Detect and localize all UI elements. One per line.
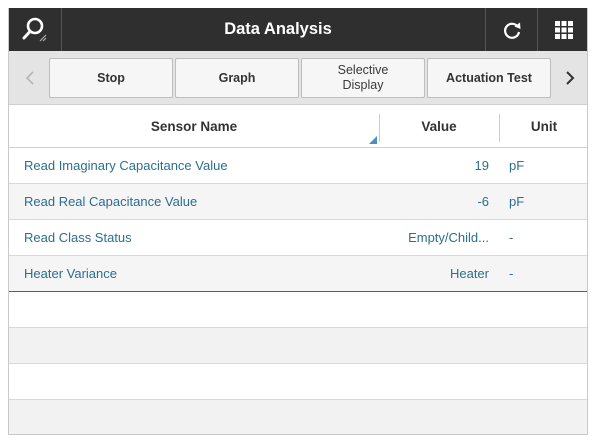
sensor-value: -6 (477, 194, 489, 209)
page-title: Data Analysis (224, 20, 332, 38)
empty-row (9, 400, 587, 434)
sensor-name: Read Class Status (24, 230, 132, 245)
sensor-name: Read Imaginary Capacitance Value (24, 158, 228, 173)
table-header: Sensor Name Value Unit (9, 106, 587, 148)
table-row[interactable]: Heater Variance Heater - (9, 256, 587, 292)
selective-display-label-line2: Display (342, 78, 384, 92)
sensor-name: Read Real Capacitance Value (24, 194, 198, 209)
table-row[interactable]: Read Real Capacitance Value -6 pF (9, 184, 587, 220)
chevron-left-icon (25, 71, 34, 85)
sensor-unit: pF (509, 158, 525, 173)
grid-menu-icon (554, 20, 573, 39)
empty-row (9, 364, 587, 400)
app-window: Data Analysis (8, 8, 588, 435)
column-header-value[interactable]: Value (421, 119, 457, 134)
selective-display-label-line1: Selective (337, 63, 389, 77)
sensor-table-body: Read Imaginary Capacitance Value 19 pF R… (9, 148, 587, 434)
empty-row (9, 292, 587, 328)
toolbar: Stop Graph Selective Display Actuation T… (9, 51, 587, 105)
sort-indicator-icon (369, 136, 377, 144)
sensor-unit: - (509, 266, 514, 281)
refresh-button[interactable] (486, 8, 537, 51)
column-header-unit[interactable]: Unit (530, 119, 558, 134)
selective-display-button[interactable]: Selective Display (301, 58, 425, 98)
sensor-unit: - (509, 230, 514, 245)
empty-row (9, 328, 587, 364)
chevron-right-icon (566, 71, 575, 85)
stop-button[interactable]: Stop (49, 58, 173, 98)
grid-menu-button[interactable] (538, 8, 587, 51)
sensor-name: Heater Variance (24, 266, 117, 281)
table-row[interactable]: Read Class Status Empty/Child... - (9, 220, 587, 256)
sensor-value: Heater (449, 266, 489, 281)
graph-button[interactable]: Graph (175, 58, 299, 98)
table-row[interactable]: Read Imaginary Capacitance Value 19 pF (9, 148, 587, 184)
sensor-value: 19 (474, 158, 489, 173)
refresh-icon (503, 22, 520, 39)
column-header-sensor-name[interactable]: Sensor Name (150, 119, 238, 134)
sensor-value: Empty/Child... (408, 230, 489, 245)
actuation-test-button[interactable]: Actuation Test (427, 58, 551, 98)
title-bar: Data Analysis (9, 8, 587, 51)
scroll-right-button[interactable] (553, 51, 587, 105)
scroll-left-button[interactable] (13, 51, 47, 105)
search-button[interactable] (9, 8, 61, 51)
sensor-unit: pF (509, 194, 525, 209)
search-icon (22, 17, 47, 41)
